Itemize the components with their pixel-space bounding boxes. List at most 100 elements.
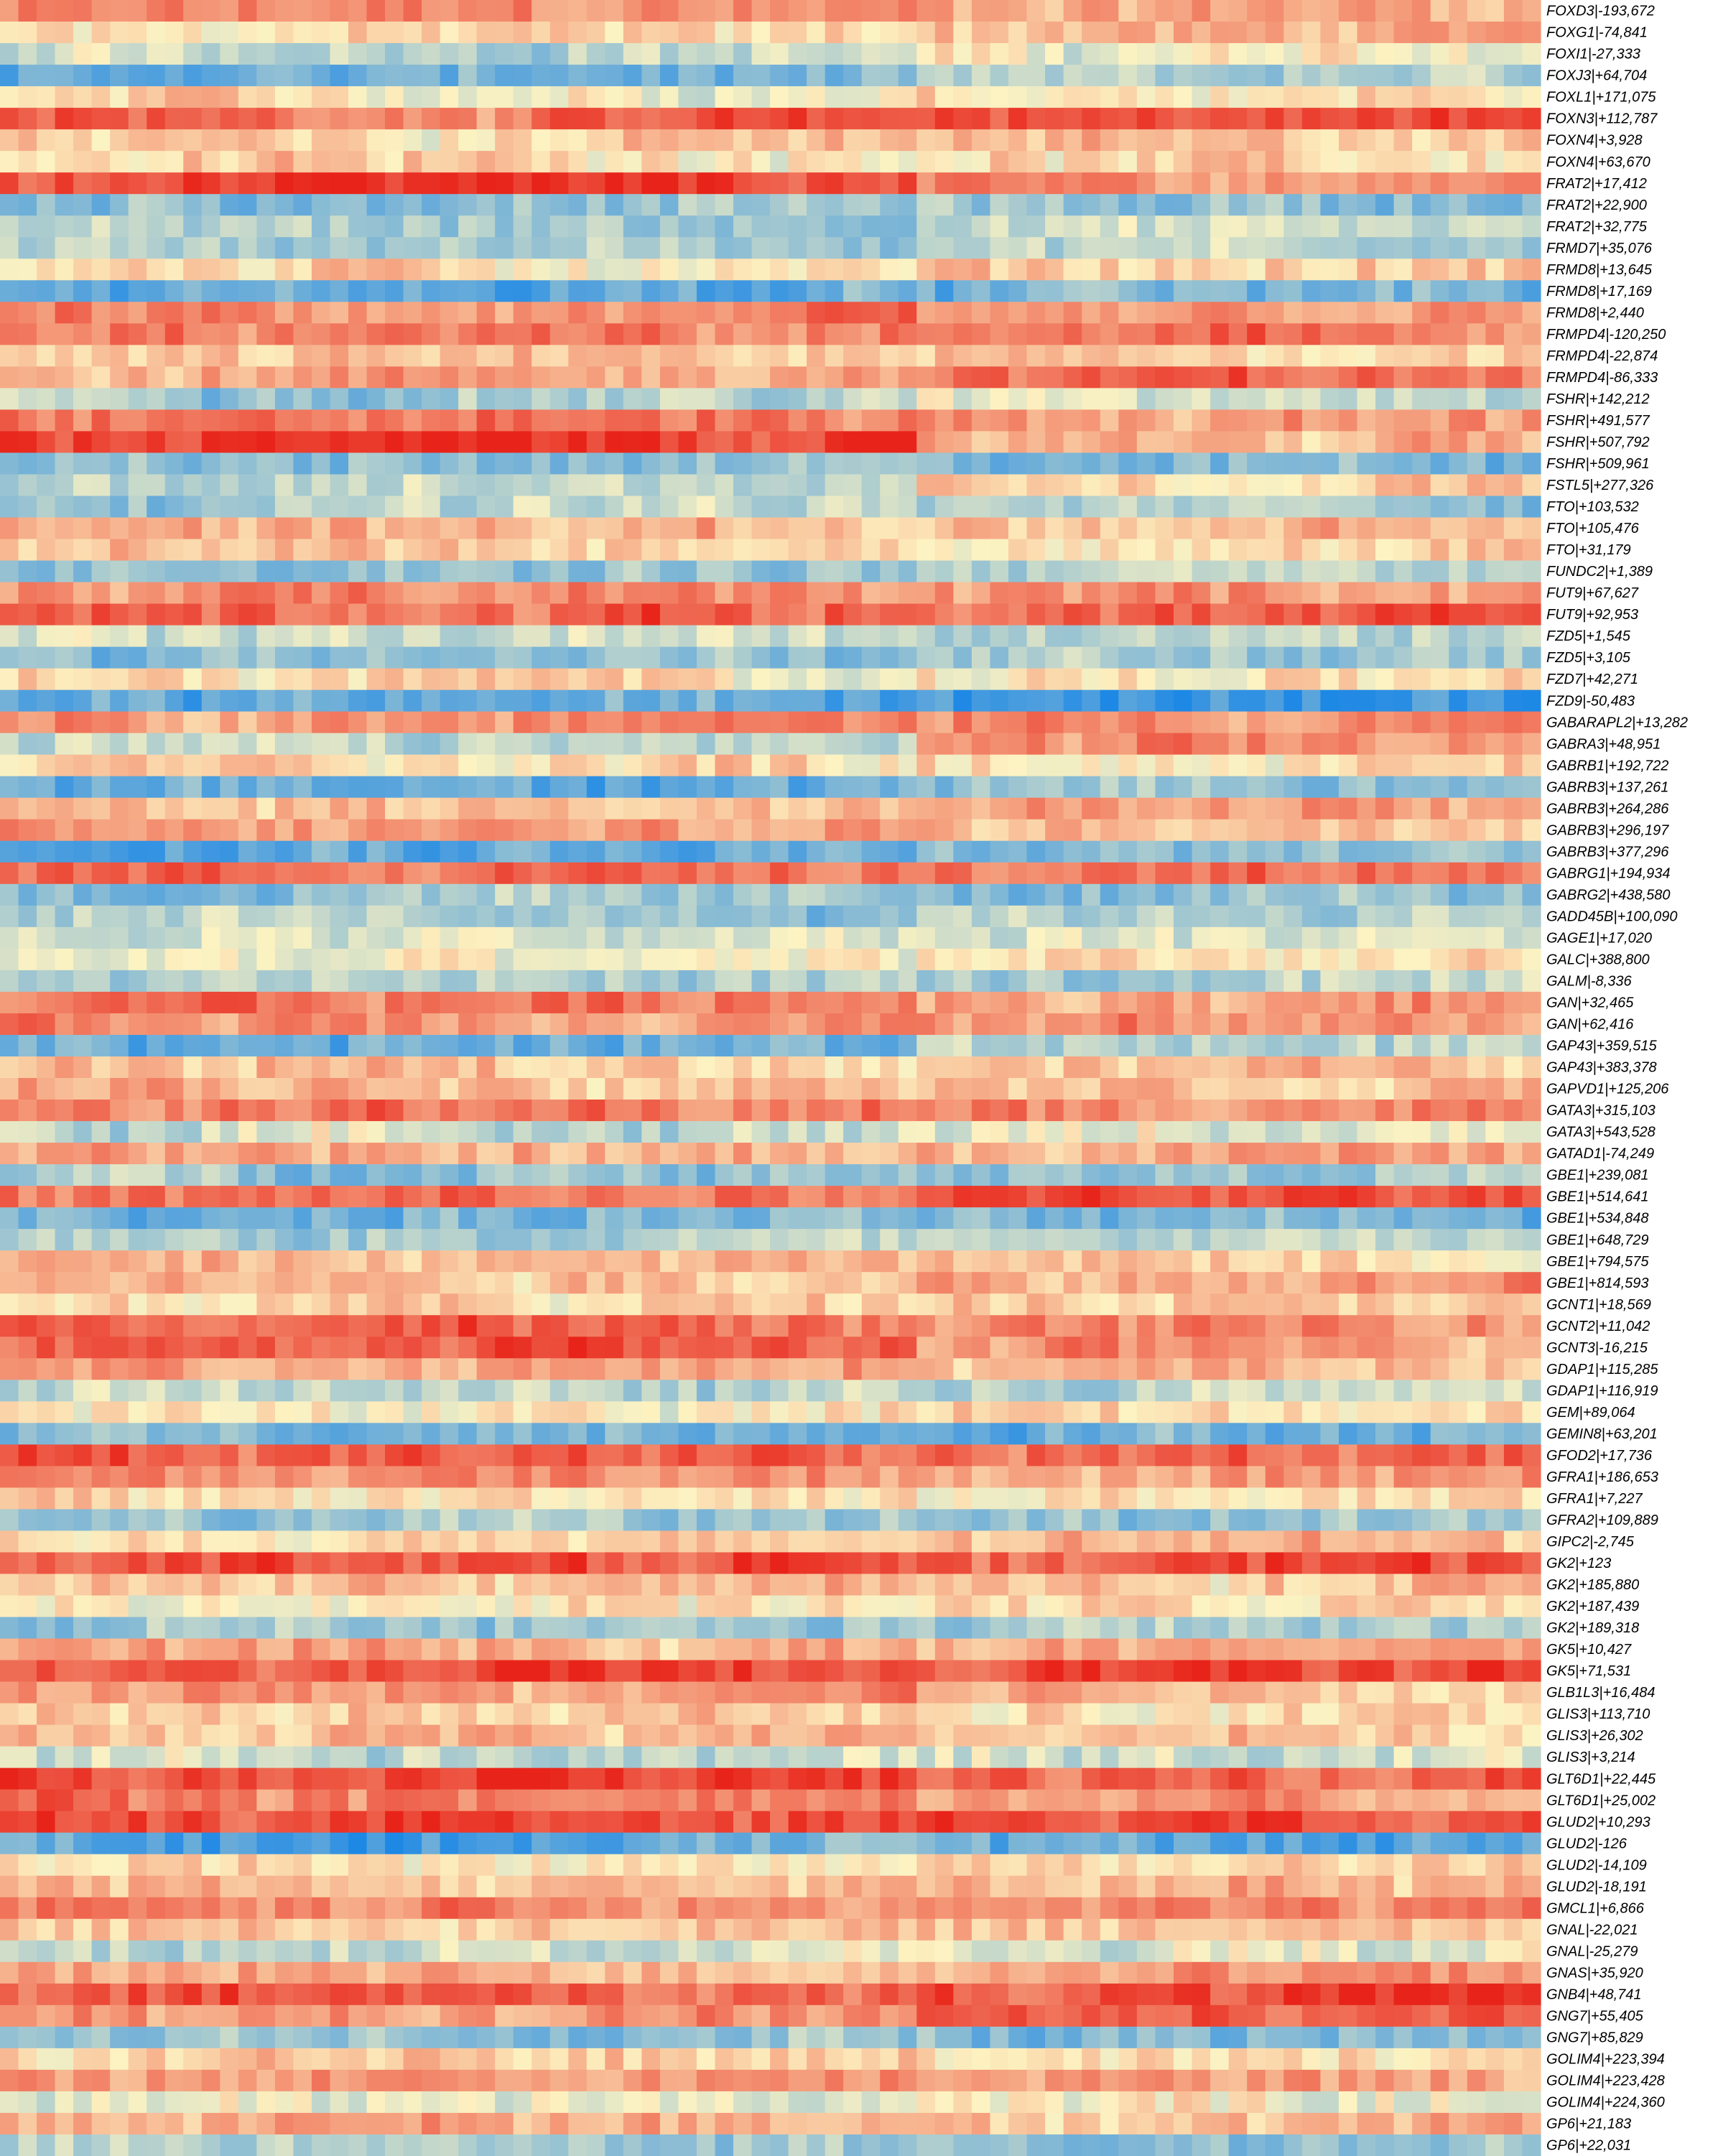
heatmap-cell xyxy=(953,948,972,971)
heatmap-cell xyxy=(807,1100,826,1122)
heatmap-cell xyxy=(164,970,184,993)
heatmap-cell xyxy=(549,172,569,195)
heatmap-cell xyxy=(128,452,147,475)
heatmap-cell xyxy=(623,280,642,302)
heatmap-cell xyxy=(1118,302,1138,324)
heatmap-cell xyxy=(990,1013,1009,1036)
heatmap-cell xyxy=(1430,151,1449,173)
heatmap-cell xyxy=(1265,431,1284,454)
heatmap-cell xyxy=(1045,1121,1064,1143)
heatmap-cell xyxy=(147,733,166,756)
heatmap-cell xyxy=(201,733,220,756)
heatmap-cell xyxy=(348,754,368,777)
heatmap-cell xyxy=(1375,151,1395,173)
heatmap-cell xyxy=(1063,1143,1082,1165)
heatmap-cell xyxy=(1375,539,1395,562)
heatmap-cell xyxy=(91,129,111,152)
heatmap-cell xyxy=(348,776,368,799)
heatmap-cell xyxy=(366,926,386,949)
heatmap-cell xyxy=(256,43,276,65)
heatmap-cell xyxy=(678,409,697,432)
heatmap-cell xyxy=(1192,409,1211,432)
heatmap-cell xyxy=(495,302,514,324)
heatmap-cell xyxy=(1375,431,1395,454)
heatmap-cell xyxy=(1136,926,1156,949)
heatmap-cell xyxy=(37,970,56,993)
heatmap-cell xyxy=(1192,259,1211,281)
heatmap-cell xyxy=(1301,452,1321,475)
heatmap-cell xyxy=(1503,388,1523,410)
heatmap-cell xyxy=(183,280,203,302)
heatmap-cell xyxy=(1026,388,1046,410)
heatmap-cell xyxy=(715,22,734,44)
heatmap-cell xyxy=(1210,151,1230,173)
heatmap-cell xyxy=(513,280,532,302)
heatmap-cell xyxy=(1247,1164,1266,1186)
heatmap-cell xyxy=(18,862,37,885)
heatmap-cell xyxy=(164,948,184,971)
heatmap-cell xyxy=(1173,259,1193,281)
heatmap-cell xyxy=(164,474,184,497)
heatmap-cell xyxy=(549,86,569,108)
heatmap-cell xyxy=(1118,0,1138,22)
heatmap-cell xyxy=(549,496,569,519)
heatmap-cell xyxy=(220,280,239,302)
heatmap-cell xyxy=(971,625,991,648)
heatmap-cell xyxy=(476,711,496,734)
heatmap-cell xyxy=(1082,948,1101,971)
heatmap-cell xyxy=(715,1056,734,1079)
heatmap-cell xyxy=(953,862,972,885)
heatmap-cell xyxy=(990,905,1009,928)
heatmap-cell xyxy=(476,1013,496,1036)
heatmap-cell xyxy=(366,646,386,669)
heatmap-cell xyxy=(696,151,716,173)
heatmap-cell xyxy=(586,517,605,540)
heatmap-cell xyxy=(733,86,753,108)
heatmap-cell xyxy=(495,431,514,454)
heatmap-cell xyxy=(1008,1121,1028,1143)
heatmap-cell xyxy=(696,991,716,1014)
heatmap-cell xyxy=(1375,259,1395,281)
heatmap-cell xyxy=(1430,582,1449,605)
heatmap-cell xyxy=(1136,1229,1156,1251)
heatmap-cell xyxy=(788,517,807,540)
heatmap-cell xyxy=(751,172,771,195)
heatmap-cell xyxy=(1375,302,1395,324)
heatmap-cell xyxy=(1008,345,1028,367)
heatmap-cell xyxy=(1430,452,1449,475)
heatmap-cell xyxy=(147,840,166,863)
heatmap-cell xyxy=(18,603,37,626)
heatmap-cell xyxy=(238,797,257,820)
heatmap-cell xyxy=(403,603,422,626)
heatmap-cell xyxy=(1449,259,1468,281)
heatmap-cell xyxy=(0,754,19,777)
heatmap-cell xyxy=(476,388,496,410)
heatmap-cell xyxy=(623,431,642,454)
heatmap-cell xyxy=(807,409,826,432)
heatmap-cell xyxy=(274,1013,294,1036)
heatmap-cell xyxy=(1173,1186,1193,1208)
heatmap-cell xyxy=(495,1186,514,1208)
heatmap-cell xyxy=(916,151,936,173)
heatmap-cell xyxy=(1338,1143,1358,1165)
heatmap-cell xyxy=(605,625,624,648)
heatmap-cell xyxy=(55,151,74,173)
heatmap-cell xyxy=(715,431,734,454)
heatmap-cell xyxy=(1522,603,1541,626)
heatmap-cell xyxy=(1338,926,1358,949)
heatmap-cell xyxy=(788,1207,807,1230)
heatmap-cell xyxy=(1173,754,1193,777)
heatmap-cell xyxy=(1155,1164,1174,1186)
heatmap-cell xyxy=(715,452,734,475)
heatmap-cell xyxy=(1375,280,1395,302)
heatmap-cell xyxy=(623,646,642,669)
heatmap-cell xyxy=(238,1056,257,1079)
heatmap-cell xyxy=(934,172,954,195)
heatmap-cell xyxy=(1430,431,1449,454)
heatmap-cell xyxy=(1192,43,1211,65)
heatmap-cell xyxy=(201,905,220,928)
heatmap-cell xyxy=(55,65,74,87)
heatmap-cell xyxy=(696,776,716,799)
heatmap-cell xyxy=(91,323,111,345)
heatmap-cell xyxy=(916,452,936,475)
